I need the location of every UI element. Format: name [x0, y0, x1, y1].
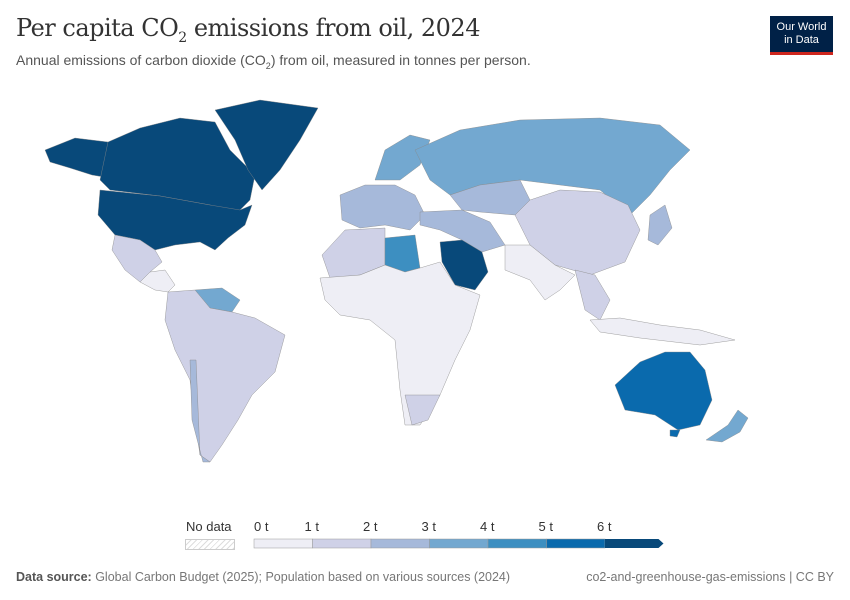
country-tasmania[interactable]: [669, 429, 681, 438]
legend-tick-label: 5 t: [538, 519, 553, 534]
legend-tick-label: 4 t: [480, 519, 495, 534]
region-indonesia[interactable]: [589, 317, 736, 346]
legend-bar: [253, 538, 664, 549]
legend-tick-label: 2 t: [363, 519, 378, 534]
region-southeast-asia[interactable]: [574, 269, 611, 321]
region-south-america[interactable]: [164, 289, 286, 463]
region-central-america-caribbean[interactable]: [139, 269, 176, 293]
color-legend: No data 0 t 1 t 2 t 3 t 4 t 5 t 6 t: [0, 515, 850, 555]
legend-bin-5-6[interactable]: [546, 538, 606, 549]
region-south-asia[interactable]: [504, 244, 576, 301]
legend-tick-label: 1 t: [304, 519, 319, 534]
legend-bin-3-4[interactable]: [429, 538, 489, 549]
country-alaska[interactable]: [44, 137, 111, 179]
world-map: [44, 99, 749, 463]
region-western-europe[interactable]: [339, 184, 426, 231]
country-libya[interactable]: [384, 234, 421, 273]
legend-bin-0-1[interactable]: [253, 538, 313, 549]
country-greenland[interactable]: [214, 99, 319, 191]
region-scandinavia[interactable]: [374, 134, 431, 181]
country-canada[interactable]: [99, 117, 256, 216]
legend-bin-1-2[interactable]: [312, 538, 372, 549]
legend-tick-label: 6 t: [597, 519, 612, 534]
country-japan[interactable]: [647, 204, 673, 246]
data-source: Data source: Global Carbon Budget (2025)…: [16, 570, 511, 584]
legend-bin->6[interactable]: [605, 539, 664, 548]
no-data-swatch: [185, 539, 235, 550]
legend-tick-label: 3 t: [421, 519, 436, 534]
country-australia[interactable]: [614, 351, 713, 431]
chart-title: Per capita CO2 emissions from oil, 2024: [16, 14, 480, 46]
no-data-label: No data: [186, 519, 232, 534]
region-sub-saharan-africa[interactable]: [319, 261, 481, 426]
legend-tick-label: 0 t: [254, 519, 269, 534]
country-south-africa[interactable]: [404, 394, 441, 426]
country-saudi-arabia[interactable]: [439, 239, 489, 291]
chart-slug-license[interactable]: co2-and-greenhouse-gas-emissions | CC BY: [586, 570, 834, 584]
chart-subtitle: Annual emissions of carbon dioxide (CO2)…: [16, 52, 531, 71]
country-new-zealand[interactable]: [705, 409, 749, 443]
owid-logo[interactable]: Our World in Data: [770, 16, 833, 55]
legend-bin-4-5[interactable]: [487, 538, 547, 549]
legend-bin-2-3[interactable]: [370, 538, 430, 549]
country-chile[interactable]: [189, 359, 211, 463]
